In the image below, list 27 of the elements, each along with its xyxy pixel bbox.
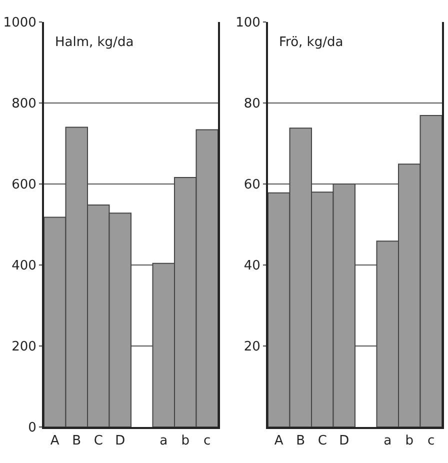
y-tick-label: 80 bbox=[244, 96, 260, 112]
text: Halm, kg/da bbox=[55, 35, 134, 50]
y-tick-label: 400 bbox=[12, 258, 36, 274]
y-tick-label: 200 bbox=[12, 340, 36, 355]
y-tick-label: 40 bbox=[244, 258, 260, 274]
x-tick-label: A bbox=[50, 434, 60, 449]
y-tick-label: 20 bbox=[244, 340, 260, 355]
x-tick-label: C bbox=[94, 434, 103, 449]
x-tick-label: b bbox=[181, 434, 190, 449]
x-tick-label: D bbox=[339, 434, 350, 449]
x-tick-label: D bbox=[115, 434, 126, 449]
y-tick-label: 0 bbox=[28, 420, 36, 436]
y-tick-label: 100 bbox=[236, 16, 260, 31]
text: Frö, kg/da bbox=[279, 35, 344, 50]
x-tick-label: a bbox=[384, 434, 392, 449]
x-tick-label: B bbox=[296, 434, 306, 449]
x-tick-label: A bbox=[274, 434, 284, 449]
x-tick-label: C bbox=[318, 434, 327, 449]
y-tick-label: 800 bbox=[12, 96, 36, 112]
x-tick-label: c bbox=[428, 434, 435, 449]
y-tick-label: 600 bbox=[12, 178, 36, 193]
y-tick-label: 60 bbox=[244, 178, 260, 193]
x-tick-label: b bbox=[405, 434, 414, 449]
x-tick-label: B bbox=[72, 434, 82, 449]
x-tick-label: a bbox=[160, 434, 168, 449]
y-tick-label: 1000 bbox=[3, 16, 36, 31]
x-tick-label: c bbox=[204, 434, 211, 449]
